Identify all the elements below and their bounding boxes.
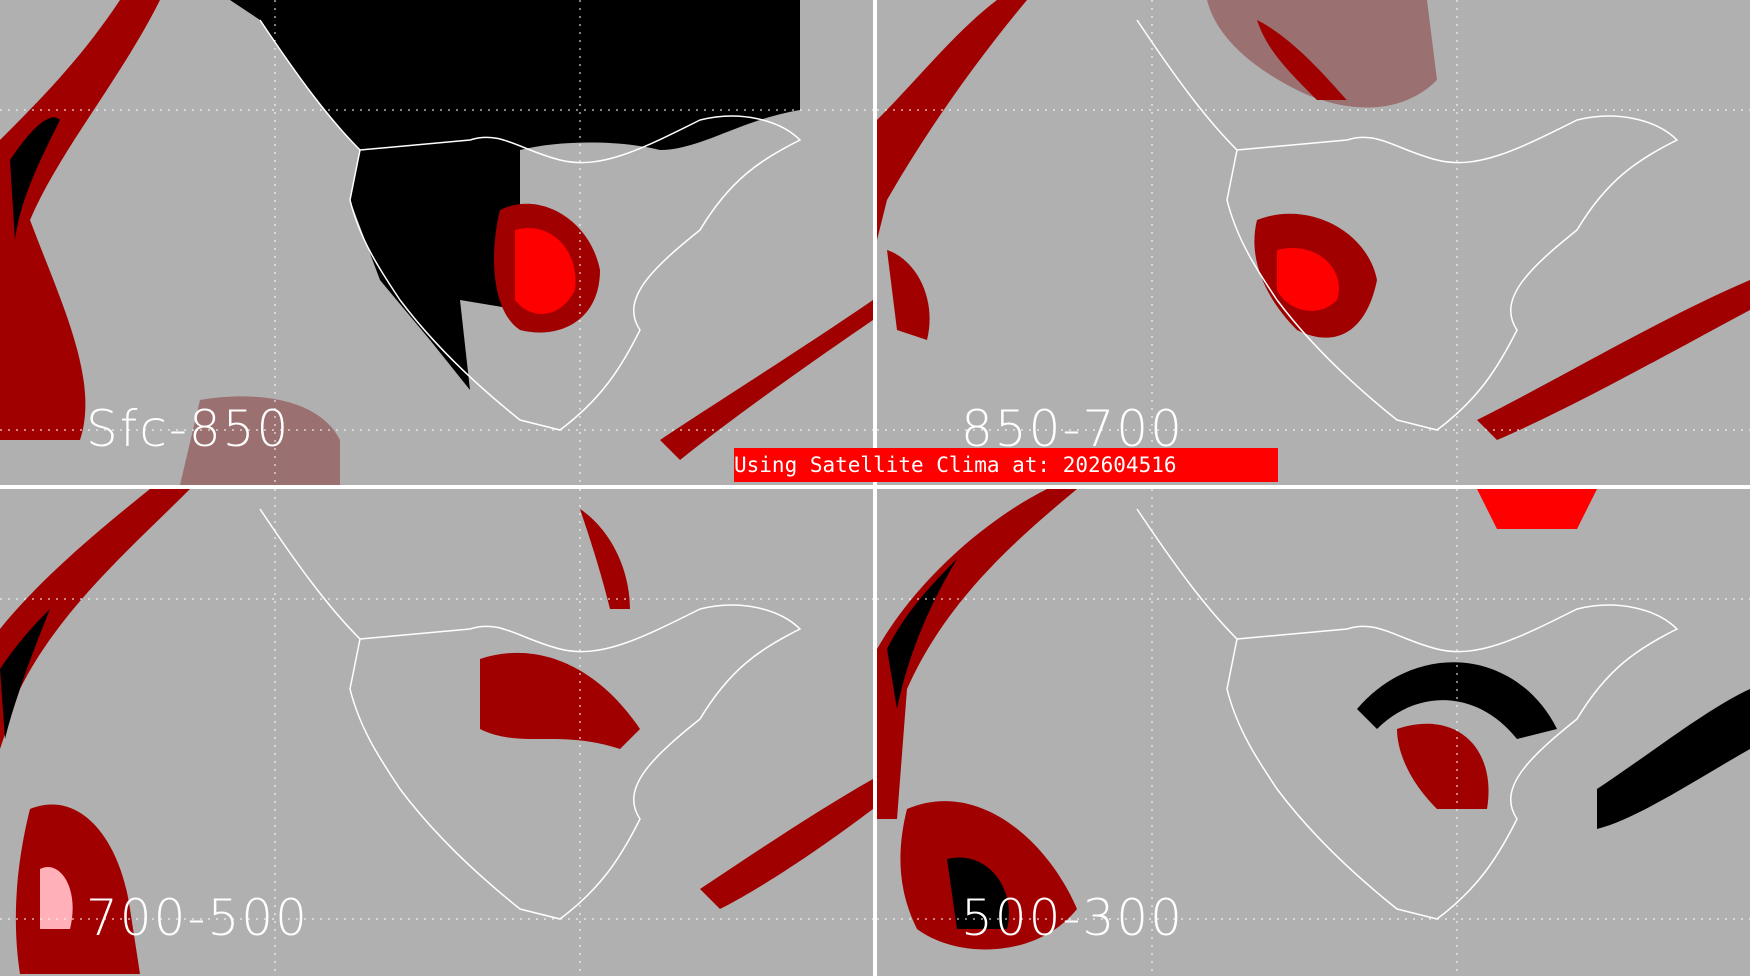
panel-label: Sfc-850 xyxy=(86,400,291,458)
cloud-layer-region xyxy=(887,250,930,340)
map-canvas xyxy=(0,0,873,485)
cloud-layer-region xyxy=(180,396,340,485)
cloud-layer-region xyxy=(1257,20,1347,100)
coastline xyxy=(259,19,802,431)
cloud-layer-region xyxy=(10,117,60,240)
map-canvas xyxy=(0,489,873,974)
cloud-layer-region xyxy=(1397,723,1489,809)
coastline xyxy=(1136,19,1679,431)
map-canvas xyxy=(877,0,1750,485)
horizontal-divider xyxy=(0,485,1750,489)
cloud-layer-region xyxy=(877,489,1077,819)
map-canvas xyxy=(877,489,1750,974)
cloud-layer-region xyxy=(947,857,1009,929)
cloud-layer-region xyxy=(1477,280,1750,440)
panel-500-300: 500-300 xyxy=(877,489,1750,974)
cloud-layer-region xyxy=(1277,248,1339,311)
cloud-layer-region xyxy=(1357,662,1557,739)
coastline xyxy=(1136,508,1679,920)
panel-label: 500-300 xyxy=(961,889,1184,947)
cloud-layer-region xyxy=(480,652,640,749)
cloud-layer-region xyxy=(230,0,800,390)
cloud-layer-region xyxy=(0,609,50,739)
cloud-layer-region xyxy=(1477,489,1597,529)
panel-label: 700-500 xyxy=(86,889,309,947)
cloud-layer-region xyxy=(887,559,957,709)
panel-700-500: 700-500 xyxy=(0,489,873,974)
cloud-layer-region xyxy=(1597,689,1750,829)
climatology-banner: Using Satellite Clima at: 202604516 xyxy=(734,448,1278,482)
cloud-layer-region xyxy=(580,509,630,609)
cloud-layer-region xyxy=(700,779,873,909)
cloud-layer-region xyxy=(15,804,140,974)
cloud-layer-region xyxy=(40,867,73,929)
cloud-layer-region xyxy=(660,300,873,460)
coastline xyxy=(259,508,802,920)
cloud-layer-region xyxy=(877,0,1027,240)
panel-sfc-850: Sfc-850 xyxy=(0,0,873,485)
cloud-layer-region xyxy=(0,489,190,749)
cloud-layer-region xyxy=(515,228,576,314)
panel-850-700: 850-700 xyxy=(877,0,1750,485)
cloud-layer-region xyxy=(0,0,160,440)
